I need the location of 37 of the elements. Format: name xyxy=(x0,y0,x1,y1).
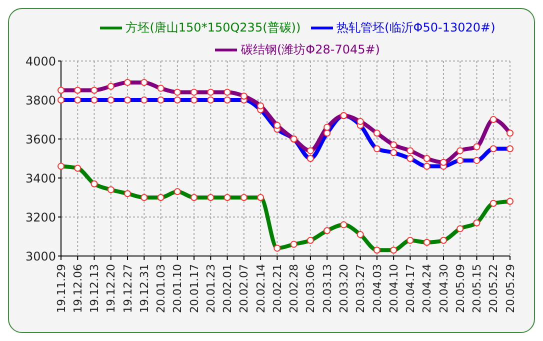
x-tick-label: 20.02.14 xyxy=(254,264,268,313)
x-tick-label: 20.04.24 xyxy=(420,264,434,313)
y-tick-label: 4000 xyxy=(25,54,56,68)
x-tick-label: 19.12.20 xyxy=(104,264,118,313)
x-tick-label: 19.11.29 xyxy=(54,264,68,313)
y-tick-label: 3000 xyxy=(25,249,56,264)
y-tick-label: 3200 xyxy=(25,210,56,224)
x-tick-label: 20.03.13 xyxy=(320,264,334,313)
x-tick-label: 20.02.21 xyxy=(270,264,284,313)
x-tick-label: 20.04.30 xyxy=(437,264,450,313)
x-tick-label: 20.02.07 xyxy=(238,264,251,313)
x-tick-label: 20.05.29 xyxy=(504,264,517,313)
x-tick-label: 20.03.27 xyxy=(354,264,368,313)
x-tick-label: 20.04.03 xyxy=(370,264,384,313)
x-tick-label: 20.02.01 xyxy=(221,264,234,313)
x-tick-label: 19.12.13 xyxy=(88,264,102,313)
y-tick-label: 3400 xyxy=(25,171,56,186)
x-tick-label: 20.01.17 xyxy=(188,264,201,313)
x-tick-label: 20.04.10 xyxy=(387,264,400,313)
x-tick-label: 20.01.23 xyxy=(204,264,218,313)
x-tick-label: 20.05.09 xyxy=(454,264,467,313)
x-tick-label: 19.12.31 xyxy=(138,264,151,313)
x-tick-label: 20.04.17 xyxy=(404,264,418,313)
x-tick-label: 20.03.20 xyxy=(338,264,351,313)
y-tick-label: 3600 xyxy=(25,132,56,146)
x-tick-label: 20.01.03 xyxy=(154,264,168,313)
x-tick-label: 20.05.22 xyxy=(487,264,500,313)
x-tick-label: 20.05.15 xyxy=(470,264,484,313)
x-tick-label: 20.03.06 xyxy=(304,264,318,313)
legend-label: 碳结钢(潍坊Φ28-7045#) xyxy=(240,42,380,56)
legend-label: 方坯(唐山150*150Q235(普碳)) xyxy=(126,20,301,34)
x-tick-label: 19.12.06 xyxy=(71,264,84,313)
y-tick-label: 3800 xyxy=(25,93,56,108)
x-tick-label: 19.12.27 xyxy=(121,264,134,313)
x-tick-label: 20.01.10 xyxy=(171,264,184,313)
legend-label: 热轧管坯(临沂Φ50-13020#) xyxy=(336,20,496,34)
x-tick-label: 20.02.28 xyxy=(288,264,301,313)
